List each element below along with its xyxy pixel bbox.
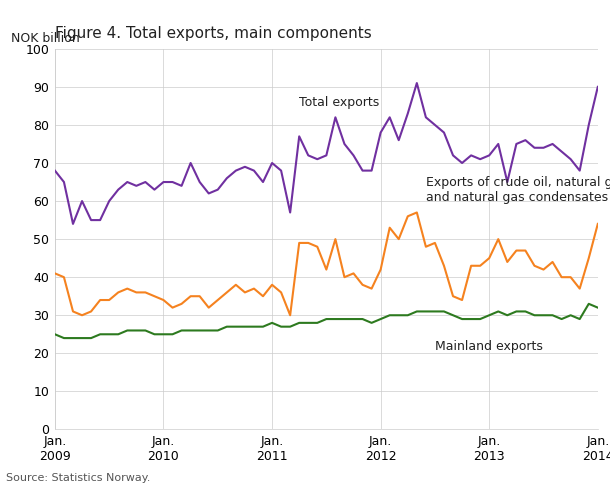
Text: Source: Statistics Norway.: Source: Statistics Norway.: [6, 473, 151, 483]
Text: Exports of crude oil, natural gas
and natural gas condensates: Exports of crude oil, natural gas and na…: [426, 176, 610, 204]
Text: Mainland exports: Mainland exports: [435, 340, 543, 352]
Text: NOK billion: NOK billion: [12, 32, 81, 45]
Text: Total exports: Total exports: [299, 96, 379, 109]
Text: Figure 4. Total exports, main components: Figure 4. Total exports, main components: [55, 26, 371, 41]
